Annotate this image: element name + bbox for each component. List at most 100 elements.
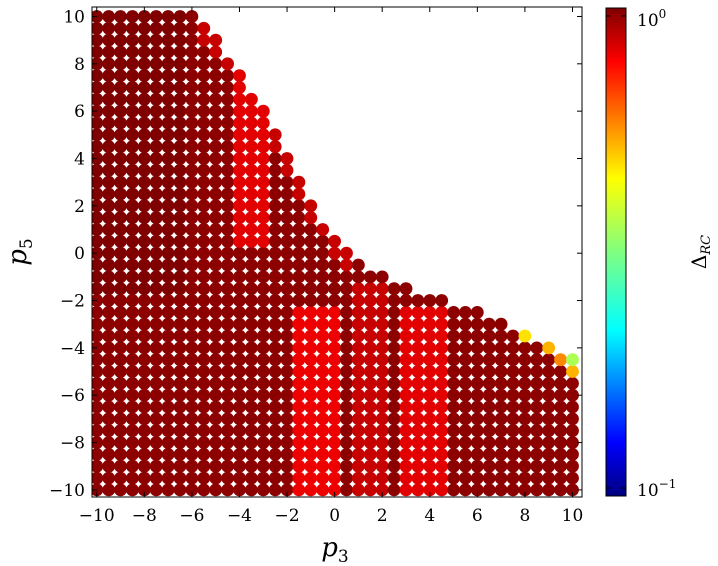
data-point-363 — [185, 69, 199, 82]
data-point-604 — [268, 294, 282, 307]
data-point-403 — [197, 81, 211, 94]
data-point-1028 — [530, 353, 544, 367]
y-tick-label-1: −8 — [60, 434, 85, 454]
data-point-450 — [221, 459, 235, 473]
data-point-18 — [92, 270, 104, 284]
data-point-813 — [375, 388, 389, 402]
data-point-973 — [482, 317, 496, 331]
data-point-356 — [185, 152, 199, 165]
data-point-683 — [304, 388, 318, 402]
data-point-888 — [423, 353, 437, 367]
x-axis: −10 −8 −6 −4 −2 0 2 4 6 8 10 — [79, 7, 583, 526]
data-point-175 — [137, 353, 151, 367]
data-point-747 — [340, 459, 353, 473]
data-point-501 — [233, 294, 246, 307]
data-point-1004 — [518, 471, 532, 485]
data-point-113 — [114, 116, 127, 130]
data-point-1030 — [542, 483, 556, 497]
data-point-693 — [304, 270, 318, 284]
data-point-915 — [447, 436, 460, 449]
data-point-404 — [197, 69, 211, 82]
data-point-204 — [137, 10, 151, 23]
data-point-353 — [185, 187, 199, 201]
data-point-472 — [221, 199, 235, 213]
data-point-237 — [149, 104, 163, 118]
data-point-836 — [387, 341, 401, 355]
data-point-1002 — [506, 329, 520, 343]
data-point-91 — [114, 377, 127, 390]
data-point-895 — [435, 471, 449, 485]
data-point-516 — [233, 116, 246, 130]
data-point-959 — [482, 483, 496, 497]
data-point-827 — [387, 448, 401, 461]
data-point-952 — [470, 377, 484, 390]
data-point-738 — [328, 306, 341, 319]
data-point-318 — [173, 116, 187, 130]
data-point-23 — [92, 211, 104, 225]
data-point-544 — [245, 211, 258, 225]
data-point-534 — [245, 329, 258, 343]
data-point-4 — [92, 436, 104, 449]
data-point-361 — [185, 92, 199, 106]
data-point-718 — [316, 270, 330, 284]
data-point-490 — [233, 424, 246, 438]
data-point-644 — [280, 187, 294, 201]
data-point-763 — [340, 270, 353, 284]
data-point-555 — [256, 483, 270, 497]
data-point-990 — [506, 471, 520, 485]
data-point-74 — [102, 92, 116, 106]
data-point-668 — [292, 246, 306, 260]
data-point-720 — [316, 246, 330, 260]
data-point-631 — [280, 341, 294, 355]
data-point-617 — [268, 140, 282, 154]
data-point-857 — [399, 306, 413, 319]
data-point-950 — [470, 400, 484, 414]
data-point-754 — [340, 377, 353, 390]
data-point-27 — [92, 163, 104, 177]
data-point-489 — [233, 436, 246, 449]
data-point-656 — [292, 388, 306, 402]
data-point-263 — [161, 282, 175, 296]
data-point-401 — [197, 104, 211, 118]
data-point-90 — [114, 388, 127, 402]
data-point-211 — [149, 412, 163, 426]
data-point-846 — [399, 436, 413, 449]
data-point-46 — [102, 424, 116, 438]
data-point-832 — [387, 388, 401, 402]
data-point-174 — [137, 365, 151, 378]
data-point-395 — [197, 175, 211, 189]
data-point-169 — [137, 424, 151, 438]
data-point-936 — [459, 377, 472, 390]
data-point-328 — [185, 483, 199, 497]
y-tick-label-10: 10 — [63, 7, 85, 27]
data-point-658 — [292, 365, 306, 378]
data-point-319 — [173, 104, 187, 118]
data-point-844 — [399, 459, 413, 473]
data-point-666 — [292, 270, 306, 284]
data-point-1061 — [566, 412, 579, 426]
data-point-596 — [268, 388, 282, 402]
data-point-311 — [173, 199, 187, 213]
data-point-39 — [92, 21, 104, 35]
data-point-41 — [102, 483, 116, 497]
data-point-239 — [149, 81, 163, 94]
data-point-56 — [102, 306, 116, 319]
data-point-434 — [209, 187, 223, 201]
data-point-373 — [197, 436, 211, 449]
data-point-663 — [292, 306, 306, 319]
data-point-63 — [102, 223, 116, 236]
data-point-442 — [209, 92, 223, 106]
data-point-788 — [363, 459, 377, 473]
data-point-119 — [114, 45, 127, 59]
data-point-798 — [363, 341, 377, 355]
data-point-679 — [304, 436, 318, 449]
data-point-10 — [92, 365, 104, 378]
data-point-773 — [352, 400, 365, 414]
data-point-515 — [233, 128, 246, 142]
data-point-422 — [209, 329, 223, 343]
data-point-467 — [221, 258, 235, 272]
data-point-53 — [102, 341, 116, 355]
data-point-821 — [375, 294, 389, 307]
data-point-24 — [92, 199, 104, 213]
data-point-223 — [149, 270, 163, 284]
